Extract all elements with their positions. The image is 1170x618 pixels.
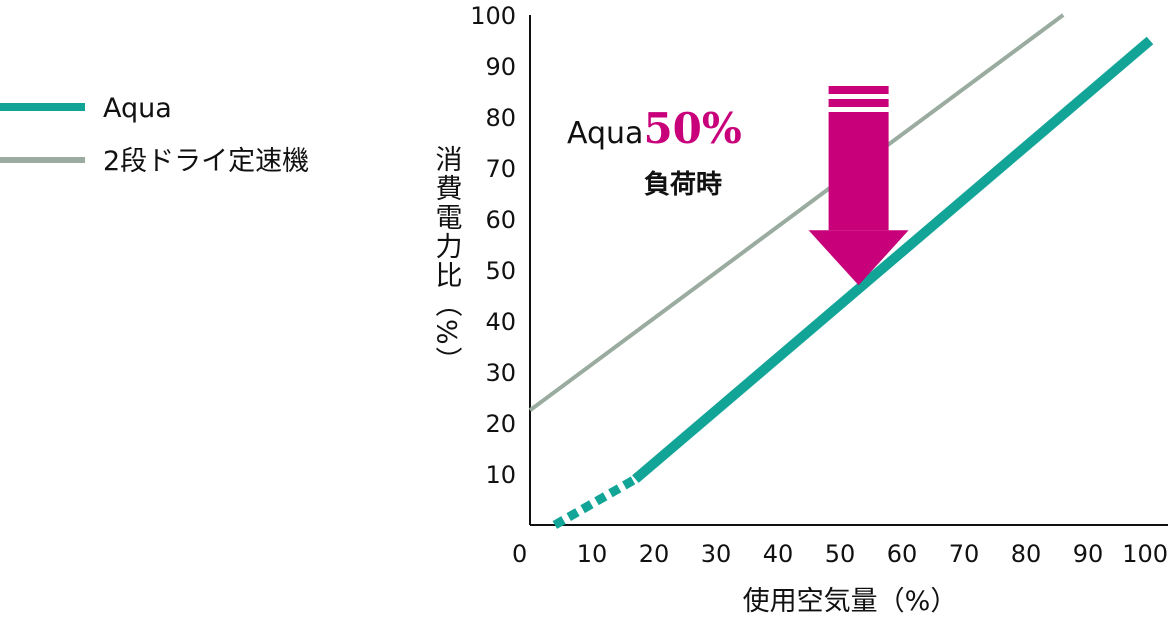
x-tick-40: 40 [763, 540, 794, 568]
y-tick-50: 50 [485, 257, 516, 285]
series-line-aqua [632, 36, 1154, 483]
y-tick-20: 20 [485, 410, 516, 438]
y-tick-10: 10 [485, 461, 516, 489]
annotation: Aqua50% 負荷時 [567, 104, 742, 200]
arrow-head [808, 230, 909, 286]
x-tick-80: 80 [1011, 540, 1042, 568]
legend-label-2stage: 2段ドライ定速機 [103, 146, 309, 177]
annotation-prefix: Aqua [567, 116, 643, 151]
annotation-headline: Aqua50% [567, 104, 742, 153]
y-axis-label: 消費電力比（%） [431, 145, 463, 376]
x-tick-0: 0 [512, 540, 527, 568]
annotation-subtext: 負荷時 [644, 170, 722, 200]
x-tick-70: 70 [949, 540, 980, 568]
x-tick-100: 100 [1122, 540, 1168, 568]
arrow-bar-1 [828, 86, 889, 94]
series-line-aqua-dashed [552, 475, 638, 529]
x-tick-30: 30 [701, 540, 732, 568]
annotation-arrow [808, 86, 909, 286]
y-tick-30: 30 [485, 359, 516, 387]
x-tick-20: 20 [639, 540, 670, 568]
y-tick-80: 80 [485, 104, 516, 132]
x-tick-labels: 0 10 20 30 40 50 60 70 80 90 100 [512, 540, 1168, 568]
legend-label-aqua: Aqua [103, 93, 172, 124]
arrow-bar-2 [828, 99, 889, 107]
y-tick-100: 100 [470, 2, 516, 30]
legend: Aqua 2段ドライ定速機 [0, 93, 309, 177]
x-tick-60: 60 [887, 540, 918, 568]
y-tick-labels: 10 20 30 40 50 60 70 80 90 100 [470, 2, 516, 489]
y-tick-90: 90 [485, 53, 516, 81]
y-tick-60: 60 [485, 206, 516, 234]
x-tick-10: 10 [577, 540, 608, 568]
x-tick-50: 50 [825, 540, 856, 568]
x-axis-label: 使用空気量（%） [743, 586, 958, 617]
y-tick-40: 40 [485, 308, 516, 336]
x-tick-90: 90 [1073, 540, 1104, 568]
y-tick-70: 70 [485, 155, 516, 183]
annotation-highlight: 50% [643, 104, 741, 153]
series-line-2stage [528, 13, 1065, 412]
arrow-shaft [828, 112, 889, 231]
